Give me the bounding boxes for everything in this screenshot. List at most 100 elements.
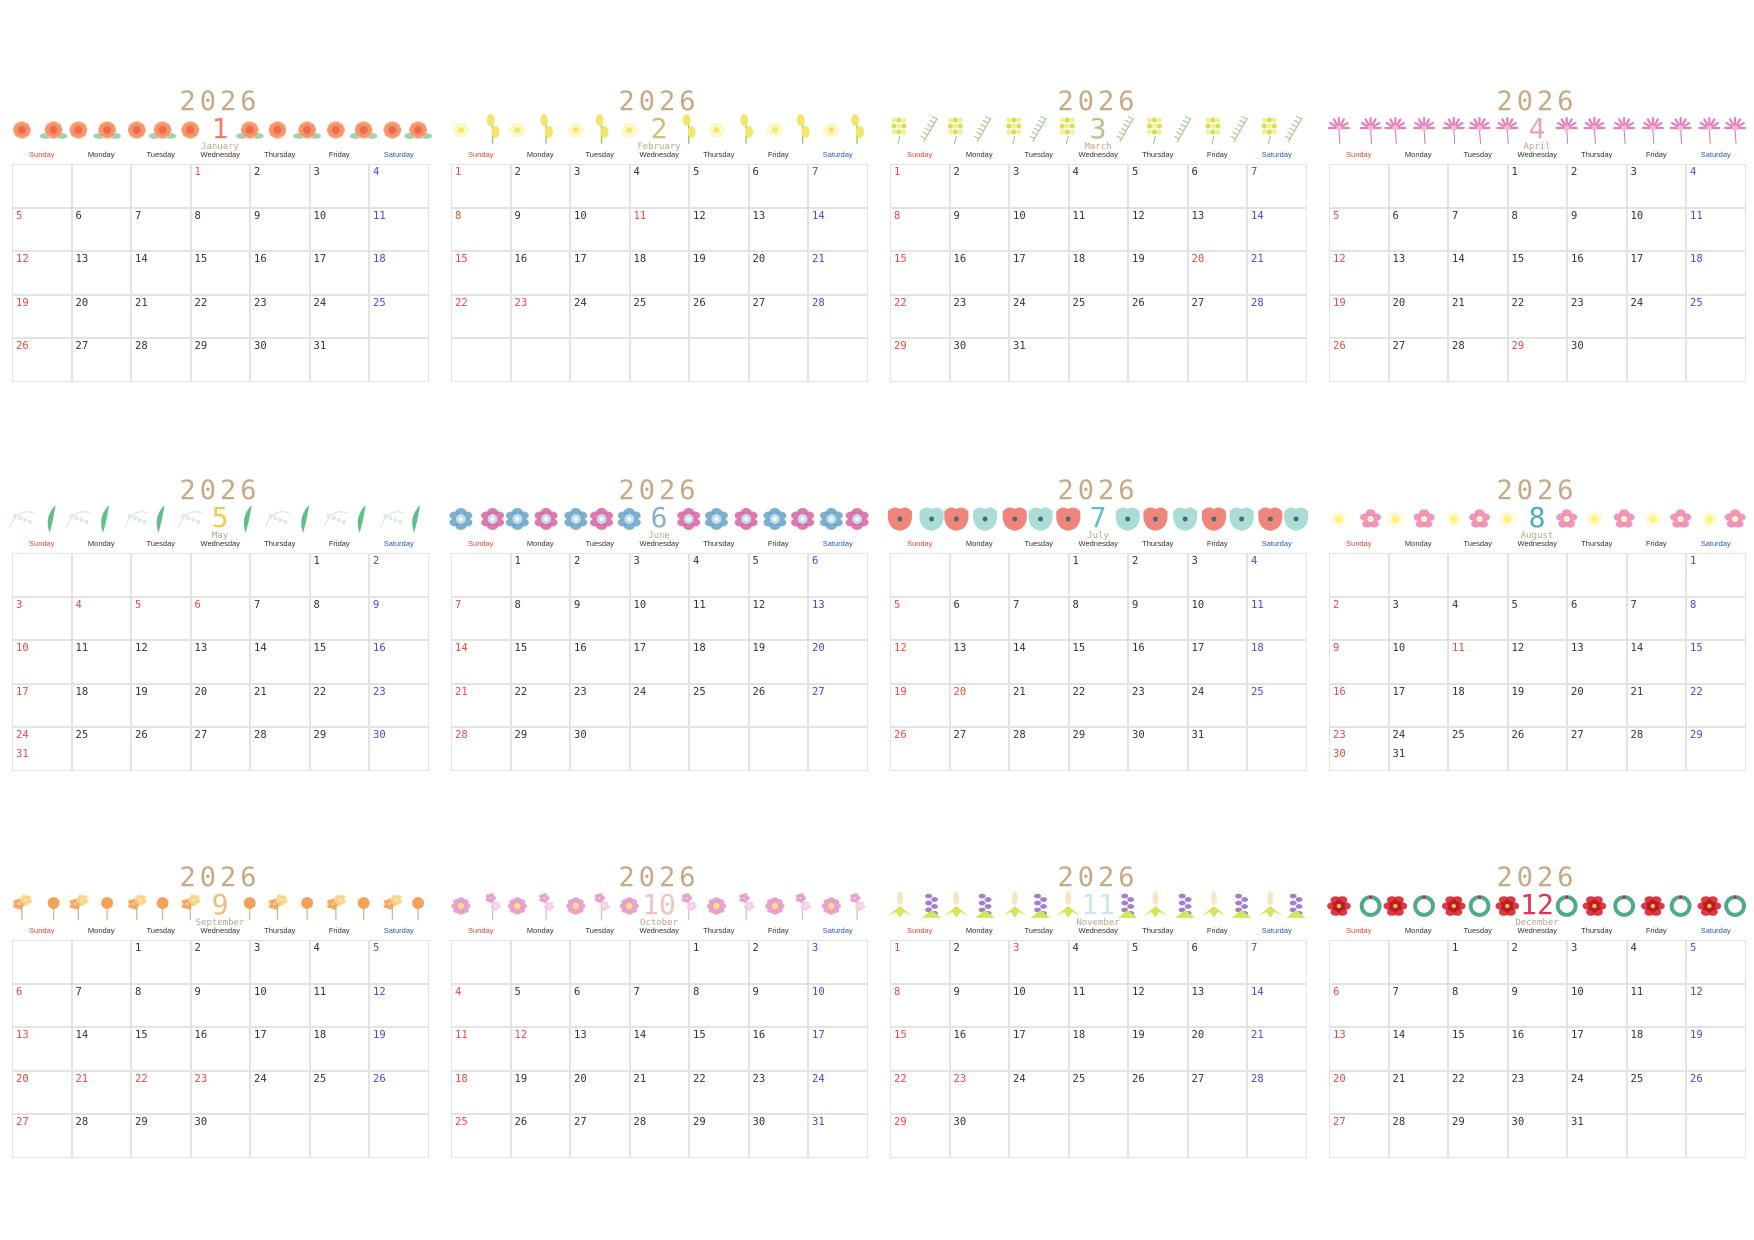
day-number: 31 [1191,729,1205,741]
day-cell [1247,940,1307,984]
day-number: 25 [373,296,386,309]
day-cell [1448,1070,1508,1114]
day-number: 13 [812,598,825,611]
flower-border [13,894,425,920]
day-cell [131,553,191,597]
day-cell [890,640,950,684]
orange-cosmos-icon [412,897,425,920]
day-cell [1128,251,1188,295]
day-number: 21 [1392,1072,1406,1085]
month-name: April [1523,142,1551,152]
day-number: 20 [1392,296,1406,309]
morning-glory-icon [1173,507,1198,531]
poinsettia-wreath-icon [1582,896,1607,916]
year-label: 2026 [1496,86,1578,117]
day-number: 8 [1690,598,1697,611]
day-number: 24 [254,1072,267,1085]
day-number: 29 [194,340,208,352]
day-number: 27 [1191,296,1205,309]
star-flower-icon [1330,511,1347,527]
day-number: 25 [1251,685,1264,698]
day-number: 1 [313,555,320,567]
day-cell [1068,207,1128,251]
day-cell [250,640,310,684]
hydrangea-icon [734,508,758,530]
morning-glory-icon [1143,507,1168,531]
year-label: 2026 [1496,862,1578,893]
day-cell [369,1114,429,1158]
month-july: 2026 7 July Sunday Monday Tuesday Wednesday Thu… [887,475,1309,815]
day-cell [689,294,749,338]
weekday-monday: Monday [965,539,993,548]
day-cell [1187,596,1247,640]
day-cell [71,553,131,597]
day-number: 14 [812,209,825,222]
day-cell [949,640,1009,684]
day-number: 19 [16,296,29,309]
weekday-sunday: Sunday [907,150,933,159]
mimosa-icon [920,115,938,143]
hydrangea-icon [564,508,588,530]
weekday-saturday: Saturday [1261,926,1292,935]
pink-cosmos-icon [739,893,755,920]
day-number: 13 [752,209,766,222]
day-cell [1187,940,1247,984]
day-number: 7 [135,209,142,222]
month-name: February [637,142,681,152]
day-cell [1567,553,1627,597]
day-number: 18 [75,685,89,698]
day-number: 4 [455,985,462,998]
day-cell [1128,596,1188,640]
day-cell [131,251,191,295]
orange-cosmos-icon [181,894,201,920]
day-cell [1329,207,1389,251]
day-cell [1068,596,1128,640]
day-number: 27 [1333,1116,1346,1128]
day-number: 29 [1690,729,1703,741]
day-cell [748,164,808,208]
hydrangea-icon [481,508,505,530]
day-number: 22 [455,296,468,309]
flower-border [1327,117,1747,144]
day-number: 26 [16,340,29,352]
day-number: 17 [812,1029,825,1041]
day-cell [1507,1114,1567,1158]
weekday-tuesday: Tuesday [1463,926,1493,935]
day-cell [629,1070,689,1114]
day-number: 3 [633,555,640,567]
yellow-daffodil-icon [740,114,754,144]
morning-glory-icon [1201,507,1227,531]
lily-of-the-valley-icon [265,511,290,528]
day-number: 14 [1013,642,1026,654]
day-cell [890,164,950,208]
day-cell [1247,1114,1307,1158]
day-cell [1187,294,1247,338]
day-number: 28 [1251,296,1264,309]
day-cell [1448,251,1508,295]
day-number: 29 [693,1116,706,1128]
yellow-daffodil-icon [796,114,810,144]
star-flower-icon [1468,509,1491,528]
day-cell [131,1070,191,1114]
weekday-friday: Friday [1206,150,1228,159]
day-number: 8 [894,209,901,222]
orange-cosmos-icon [301,897,314,920]
day-number: 13 [75,253,89,265]
day-cell [1009,727,1069,771]
day-cell [570,940,630,984]
orange-cosmos-icon [243,897,256,920]
day-cell [451,640,511,684]
day-number: 12 [135,642,148,654]
day-cell [689,1114,749,1158]
day-cell [1009,207,1069,251]
flower-border [891,115,1303,144]
day-cell [1128,338,1188,382]
day-cell [1329,164,1389,208]
day-number: 6 [574,985,581,998]
day-cell [71,164,131,208]
day-number: 20 [1191,1029,1205,1041]
poinsettia-wreath-icon [1555,895,1578,917]
day-cell [570,983,630,1027]
day-cell [949,207,1009,251]
day-number: 16 [1571,253,1584,265]
